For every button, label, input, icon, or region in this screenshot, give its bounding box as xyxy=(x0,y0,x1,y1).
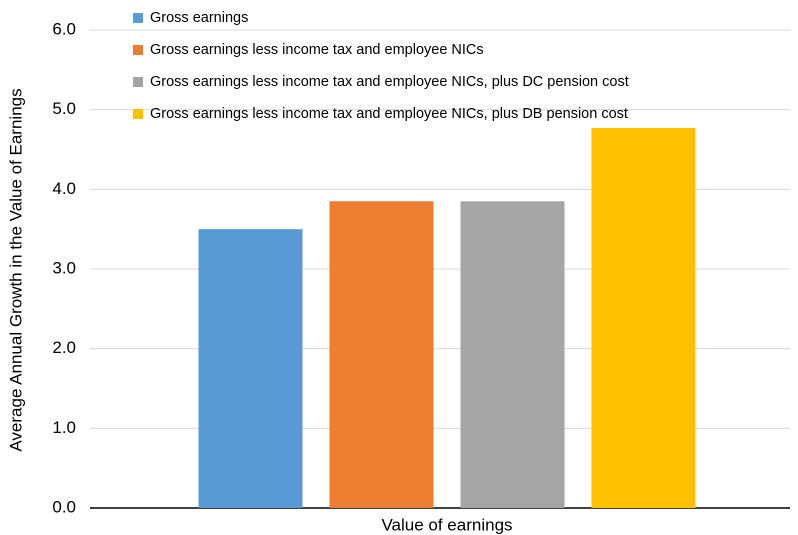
legend-swatch xyxy=(133,13,143,23)
bar xyxy=(591,127,696,509)
legend-label: Gross earnings less income tax and emplo… xyxy=(150,106,628,122)
legend-swatch xyxy=(133,109,143,119)
y-tick-label: 2.0 xyxy=(52,338,76,357)
legend-label: Gross earnings less income tax and emplo… xyxy=(150,42,484,58)
y-tick-label: 0.0 xyxy=(52,497,76,516)
legend-swatch xyxy=(133,45,143,55)
bar xyxy=(460,201,565,509)
y-tick-label: 1.0 xyxy=(52,418,76,437)
y-tick-label: 4.0 xyxy=(52,179,76,198)
legend-label: Gross earnings xyxy=(150,10,248,26)
legend-label: Gross earnings less income tax and emplo… xyxy=(150,74,629,90)
y-tick-label: 6.0 xyxy=(52,19,76,38)
y-tick-label: 5.0 xyxy=(52,99,76,118)
bar xyxy=(329,201,434,509)
y-tick-label: 3.0 xyxy=(52,258,76,277)
bar xyxy=(198,229,303,508)
y-axis-label: Average Annual Growth in the Value of Ea… xyxy=(6,88,25,451)
x-tick-label: Value of earnings xyxy=(381,515,512,534)
legend-swatch xyxy=(133,77,143,87)
